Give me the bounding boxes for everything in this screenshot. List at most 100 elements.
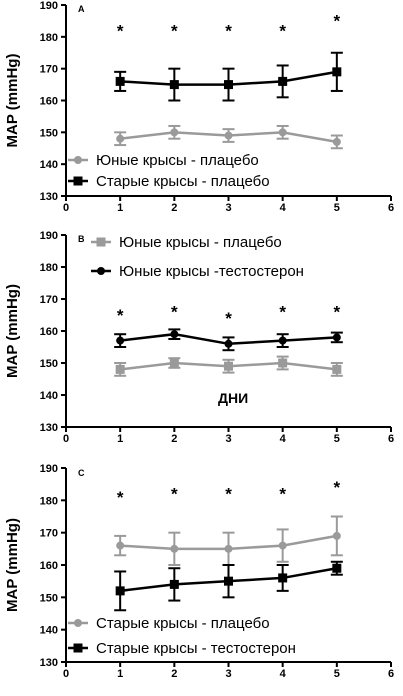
y-tick-label: 170 [40,294,58,306]
x-tick-label: 4 [280,433,287,445]
panel-label: C [78,468,85,478]
y-tick-label: 190 [40,463,58,475]
legend-label: Юные крысы -тестостерон [119,263,304,280]
significance-star: * [279,21,286,40]
significance-star: * [171,485,178,504]
y-tick-label: 140 [40,390,58,402]
significance-star: * [117,21,124,40]
x-tick-label: 1 [117,668,123,680]
y-tick-label: 140 [40,625,58,637]
x-tick-label: 5 [334,668,340,680]
data-point [170,330,179,339]
y-tick-label: 130 [40,191,58,203]
significance-star: * [334,478,341,497]
data-point [224,361,233,371]
data-point [116,134,125,143]
x-tick-label: 3 [225,668,231,680]
data-point [115,586,125,596]
y-tick-label: 180 [40,495,58,507]
x-tick-label: 5 [334,433,340,445]
y-tick-label: 130 [40,657,58,669]
y-tick-label: 190 [40,230,58,242]
data-point [116,336,125,345]
y-axis-title: MAP (mmHg) [4,284,21,378]
y-tick-label: 160 [40,326,58,338]
significance-star: * [334,303,341,322]
series-1 [114,124,343,150]
y-tick-label: 130 [40,422,58,434]
x-tick-label: 1 [117,202,123,214]
y-tick-label: 170 [40,64,58,76]
significance-star: * [117,306,124,325]
data-point [224,544,233,553]
x-tick-label: 6 [388,202,394,214]
data-point [332,137,341,146]
data-point [169,358,179,368]
data-point [278,128,287,137]
legend-marker [73,176,83,186]
legend-label: Старые крысы - тестостерон [96,640,296,657]
significance-star: * [171,303,178,322]
significance-star: * [225,485,232,504]
data-point [224,80,233,90]
x-tick-label: 5 [334,202,340,214]
x-tick-label: 0 [63,668,69,680]
x-tick-label: 2 [171,668,177,680]
legend-marker [74,619,82,627]
data-point [224,339,233,348]
data-point [115,76,125,86]
significance-star: * [279,485,286,504]
data-point [332,333,341,342]
significance-star: * [225,21,232,40]
significance-star: * [117,488,124,507]
series-2 [114,51,343,102]
y-tick-label: 150 [40,358,58,370]
panel-label: A [78,4,85,14]
x-tick-label: 6 [388,668,394,680]
y-tick-label: 190 [40,0,58,12]
panel-label: B [78,234,85,244]
y-tick-label: 160 [40,96,58,108]
series-2 [114,560,343,612]
legend-marker [74,156,82,164]
legend-label: Старые крысы - плацебо [96,173,270,190]
significance-star: * [279,303,286,322]
y-tick-label: 150 [40,592,58,604]
y-tick-label: 180 [40,32,58,44]
x-tick-label: 1 [117,433,123,445]
annotation-days: ДНИ [218,390,248,406]
y-tick-label: 140 [40,159,58,171]
data-point [332,364,342,374]
x-tick-label: 2 [171,202,177,214]
data-point [116,541,125,550]
series-1 [114,515,343,566]
x-tick-label: 0 [63,202,69,214]
y-axis-title: MAP (mmHg) [4,54,21,148]
legend-label: Старые крысы - плацебо [96,615,270,632]
y-tick-label: 150 [40,127,58,139]
y-tick-label: 170 [40,528,58,540]
legend-marker [96,237,106,247]
legend-marker [97,267,105,275]
x-tick-label: 3 [225,202,231,214]
y-tick-label: 180 [40,262,58,274]
series-1 [114,355,343,377]
data-point [332,531,341,540]
legend-marker [73,643,83,653]
chart-panel-b: 130 140 150 160 170 180 190 0 1 2 3 4 5 6 MAP (mmHg) B *… [4,230,394,445]
legend-label: Юные крысы - плацебо [96,152,259,169]
data-point [278,541,287,550]
chart-panel-c: 130 140 150 160 170 180 190 0 1 2 3 4 5 6 MAP (mmHg) C *… [4,463,394,680]
significance-star: * [225,309,232,328]
x-tick-label: 4 [280,668,287,680]
x-tick-label: 3 [225,433,231,445]
x-tick-label: 6 [388,433,394,445]
data-point [169,579,179,589]
significance-star: * [334,12,341,31]
data-point [170,128,179,137]
data-point [332,67,342,77]
data-point [278,573,288,583]
data-point [278,76,288,86]
x-tick-label: 2 [171,433,177,445]
